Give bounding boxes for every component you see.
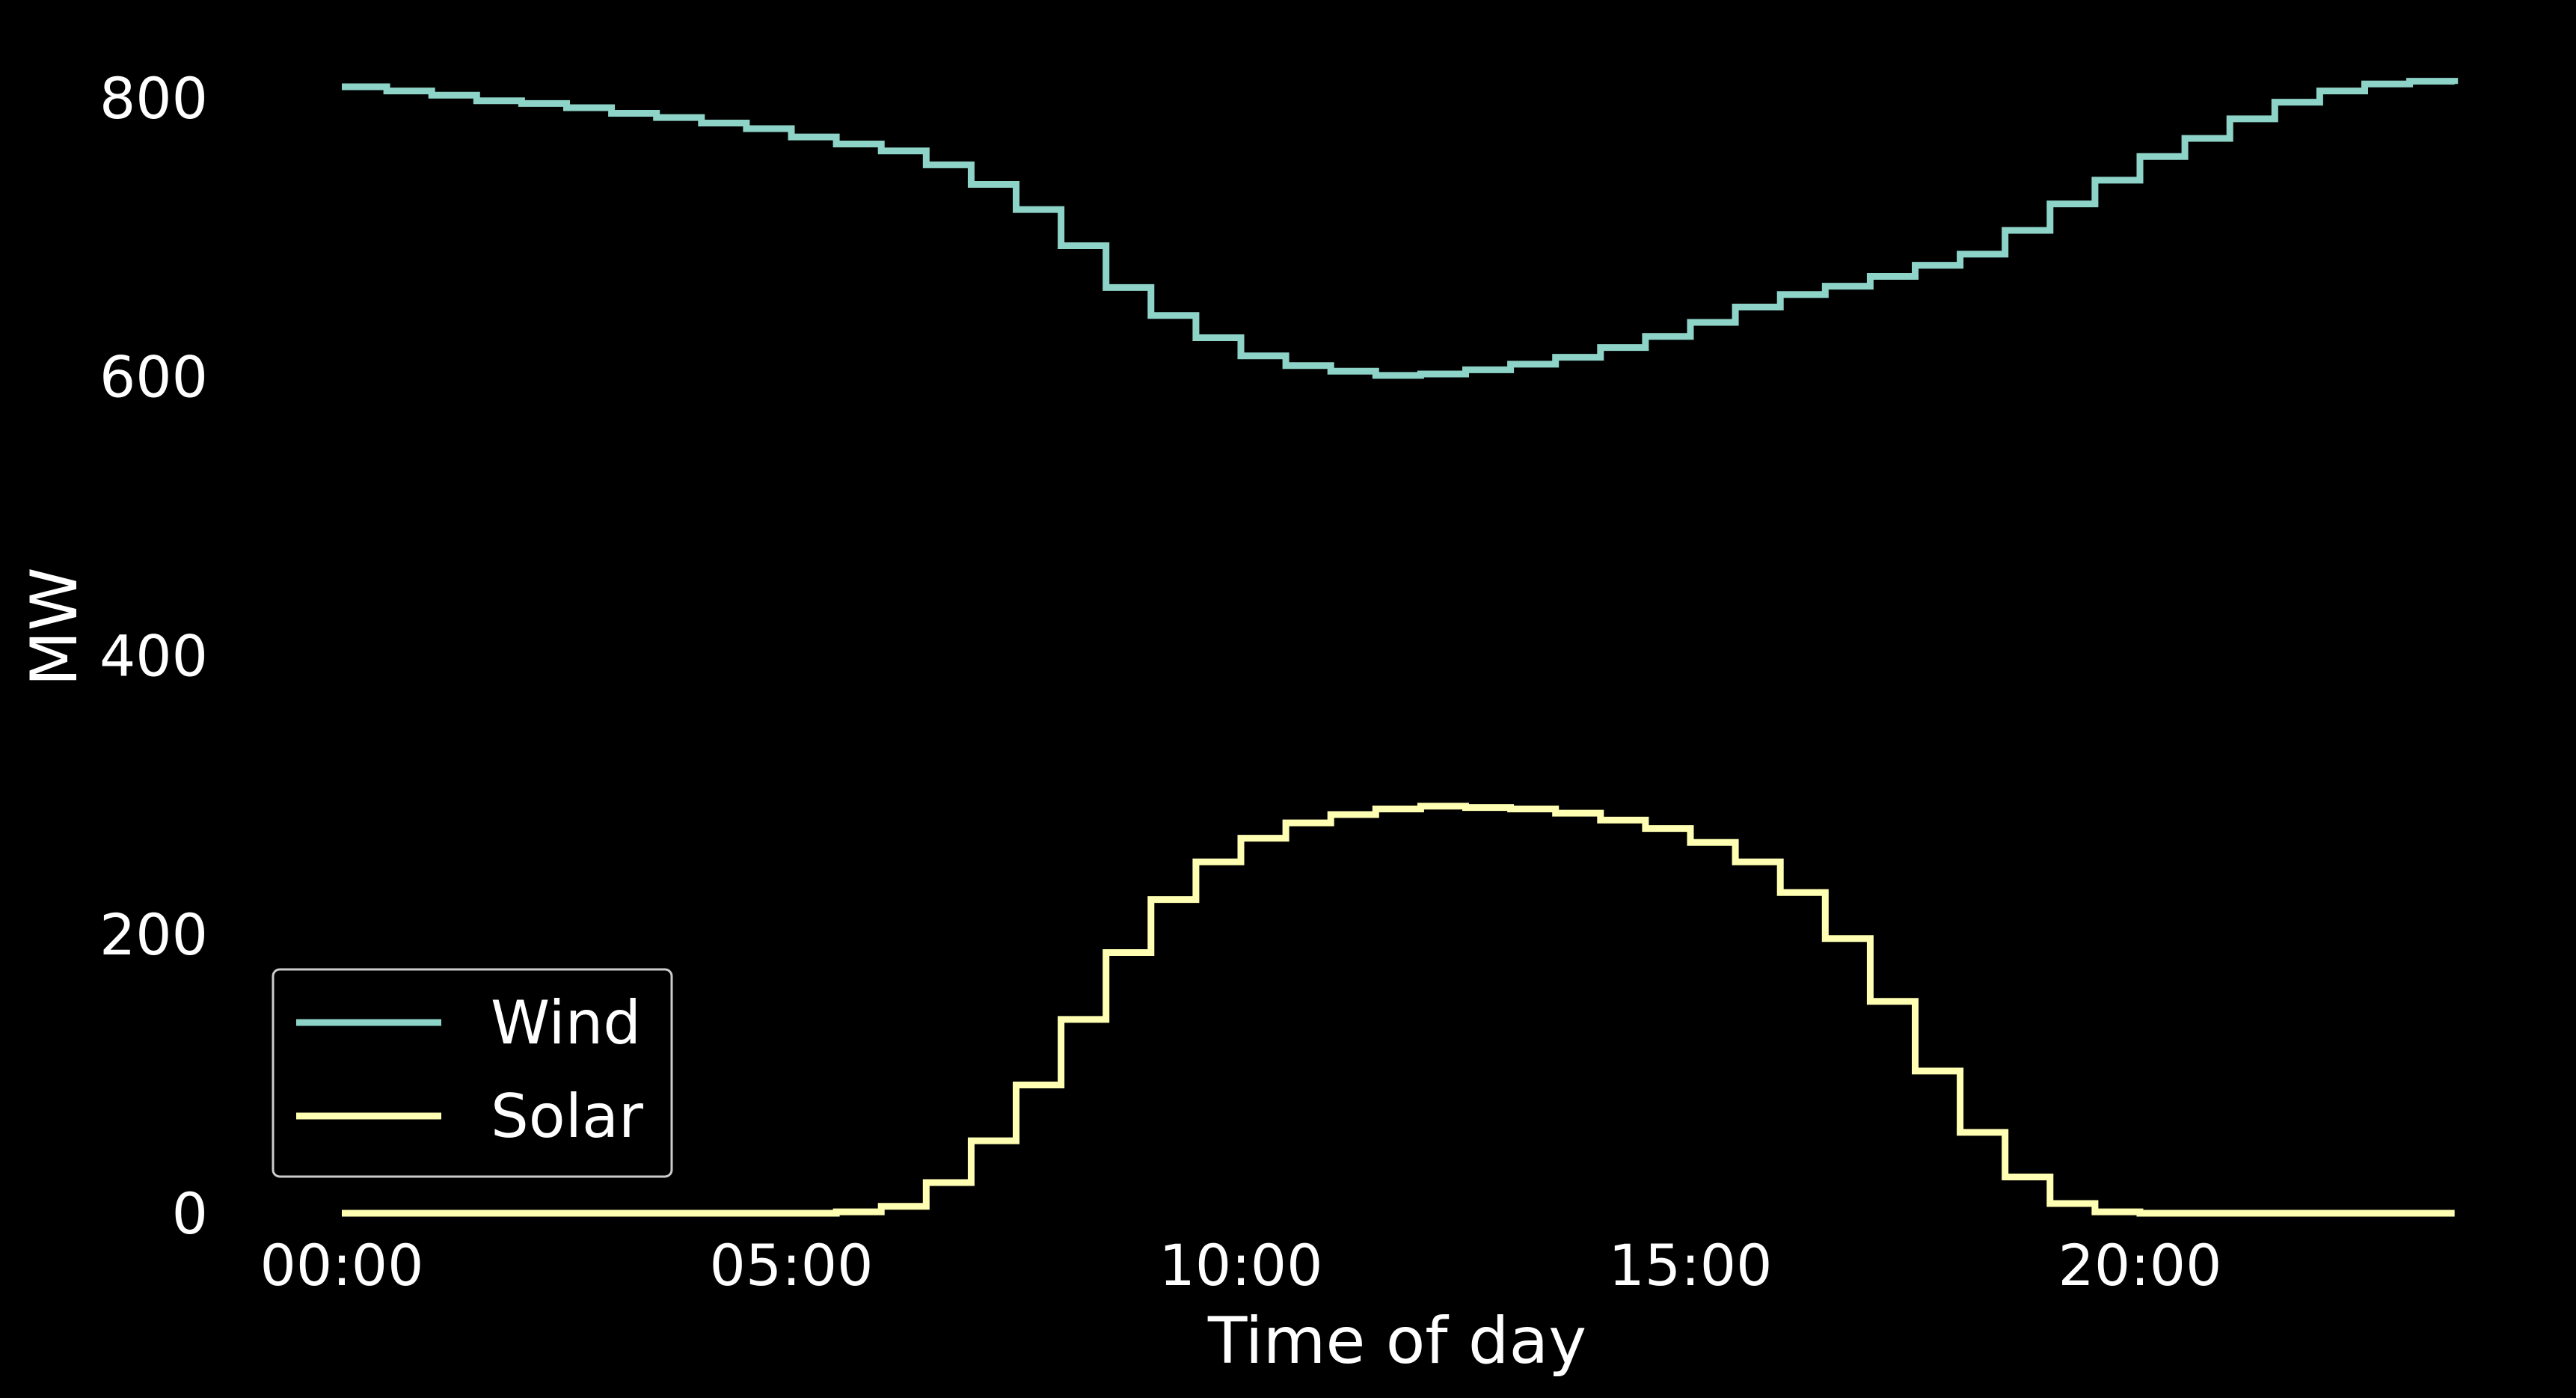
y-axis-ticks: 0 200 400 600 800: [99, 65, 208, 1247]
series-layer: [342, 78, 2459, 1217]
y-tick-label: 600: [99, 344, 208, 411]
x-tick-label: 15:00: [1608, 1232, 1772, 1299]
y-tick-label: 400: [99, 622, 208, 689]
x-axis-label: Time of day: [1207, 1304, 1586, 1379]
y-tick-label: 200: [99, 901, 208, 968]
x-tick-label: 05:00: [709, 1232, 873, 1299]
legend-label-solar: Solar: [491, 1082, 643, 1151]
x-axis-ticks: 00:00 05:00 10:00 15:00 20:00: [260, 1232, 2221, 1299]
legend-items: Wind Solar: [296, 988, 643, 1151]
x-tick-label: 00:00: [260, 1232, 423, 1299]
y-tick-label: 800: [99, 65, 208, 132]
legend-label-wind: Wind: [491, 988, 641, 1058]
y-tick-label: 0: [172, 1180, 208, 1247]
series-line-solar: [342, 803, 2455, 1217]
series-line-wind: [342, 78, 2459, 379]
x-tick-label: 20:00: [2058, 1232, 2221, 1299]
x-tick-label: 10:00: [1159, 1232, 1322, 1299]
y-axis-label: MW: [17, 567, 92, 686]
legend: Wind Solar: [272, 968, 673, 1178]
